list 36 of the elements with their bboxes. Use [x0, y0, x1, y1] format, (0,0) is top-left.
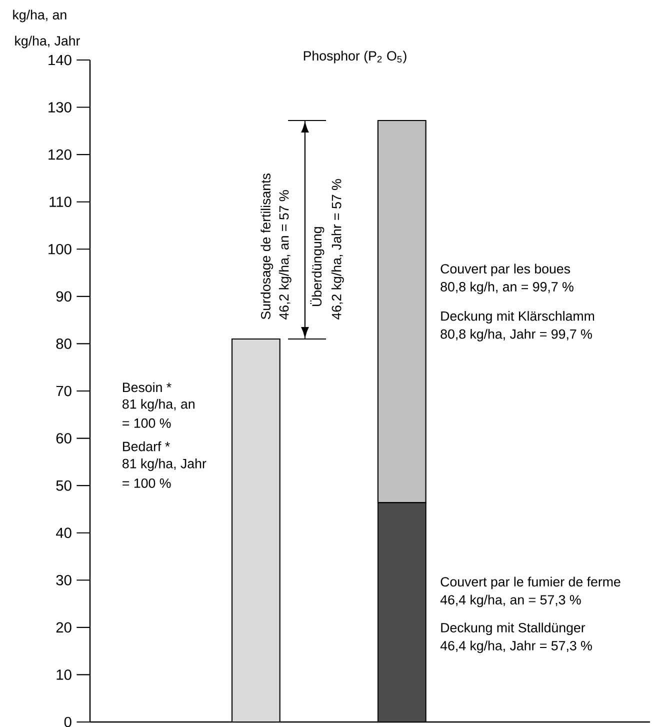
y-tick-label: 140 — [48, 54, 72, 66]
y-tick-label: 60 — [56, 433, 72, 444]
annotation: Besoin * — [123, 382, 172, 392]
annotation: 46,2 kg/ha, Jahr = 57 % — [331, 179, 344, 320]
annotation: Surdosage de fertilisants — [260, 174, 274, 320]
annotation: = 100 % — [122, 478, 171, 488]
chart-title: Phosphor (P$_{2}$ O$_{5}$) — [304, 50, 406, 64]
y-tick-label: 70 — [56, 386, 72, 396]
annotation: Deckung mit Stalldünger — [441, 622, 586, 636]
annotation: = 100 % — [122, 418, 171, 428]
y-axis-title: kg/ha, an — [13, 10, 66, 22]
y-tick-label: 20 — [56, 622, 72, 633]
annotation: Überdüngung — [310, 227, 324, 306]
y-tick-label: 80 — [56, 338, 72, 349]
annotation: 80,8 kg/h, an = 99,7 % — [440, 282, 574, 294]
y-tick-label: 90 — [56, 291, 72, 302]
annotation: 81 kg/ha, Jahr — [122, 458, 206, 471]
y-tick-label: 120 — [48, 149, 72, 160]
annotation: Couvert par le fumier de ferme — [440, 576, 620, 590]
annotation: 46,4 kg/ha, Jahr = 57,3 % — [440, 640, 592, 654]
text: kg/ha, Jahr — [15, 36, 80, 48]
y-tick-label: 10 — [56, 670, 72, 680]
y-tick-label: 0 — [64, 716, 72, 727]
y-tick-label: 110 — [50, 196, 72, 208]
annotation: Deckung mit Klärschlamm — [441, 311, 594, 324]
annotation: 46,4 kg/ha, an = 57,3 % — [440, 594, 581, 608]
annotation: 81 kg/ha, an — [122, 398, 194, 412]
y-tick-label: 130 — [48, 102, 72, 112]
y-tick-label: 30 — [56, 574, 72, 586]
y-tick-label: 40 — [56, 528, 72, 538]
annotation: Bedarf * — [123, 441, 170, 452]
y-tick-label: 50 — [56, 480, 72, 491]
annotation: 80,8 kg/ha, Jahr = 99,7 % — [440, 328, 592, 342]
annotation: Couvert par les boues — [440, 264, 570, 276]
annotation: 46,2 kg/ha, an = 57 % — [278, 190, 292, 320]
y-tick-label: 100 — [48, 244, 72, 254]
